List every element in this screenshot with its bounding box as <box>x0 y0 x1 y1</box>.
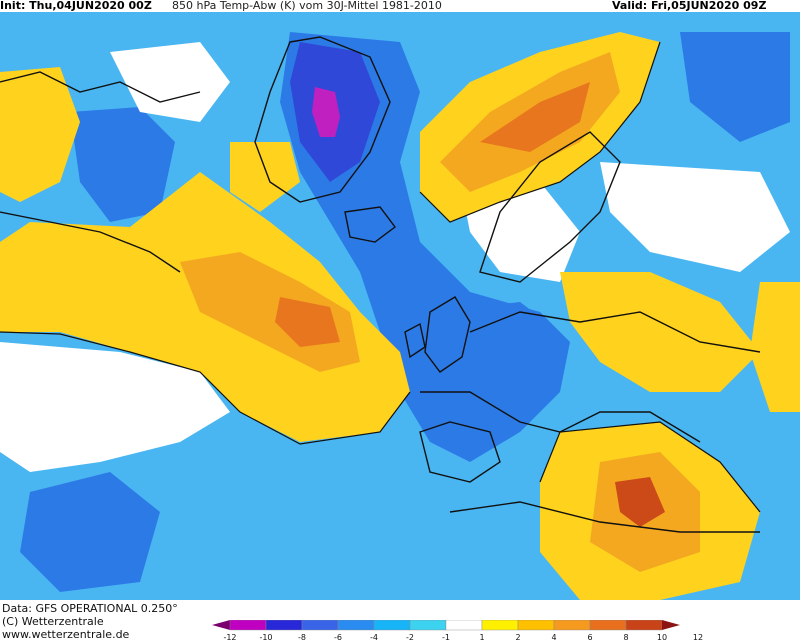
legend-tick-label: -10 <box>259 633 272 642</box>
copyright-label: (C) Wetterzentrale <box>2 615 104 628</box>
legend-tick-label: -12 <box>223 633 236 642</box>
zero-contour-line <box>539 421 761 513</box>
data-source-label: Data: GFS OPERATIONAL 0.250° <box>2 602 178 615</box>
legend-tick-label: 10 <box>657 633 667 642</box>
legend-tick-label: 1 <box>479 633 484 642</box>
legend-tick-label: -8 <box>298 633 306 642</box>
map-title: 850 hPa Temp-Abw (K) vom 30J-Mittel 1981… <box>172 0 442 12</box>
zero-contour-line <box>0 331 411 445</box>
hot-core-scandinavia <box>480 82 590 152</box>
valid-time-label: Valid: Fri,05JUN2020 09Z <box>612 0 767 12</box>
neutral-zone-atlantic <box>0 342 230 472</box>
legend-swatch <box>301 620 339 631</box>
neutral-zone-northsea <box>460 182 580 282</box>
legend-swatch <box>337 620 375 631</box>
warm-anomaly-eastern-europe <box>560 272 760 392</box>
legend-swatch <box>373 620 411 631</box>
legend-tick-label: -2 <box>406 633 414 642</box>
legend-tick-label: 4 <box>551 633 556 642</box>
coastline-europe <box>420 311 761 443</box>
zero-contour-line <box>419 41 661 223</box>
neutral-zone-arctic <box>110 42 230 122</box>
legend-swatch <box>229 620 267 631</box>
legend-tick-label: 2 <box>515 633 520 642</box>
neutral-zone-russia <box>600 162 790 272</box>
legend-arrow-left <box>212 620 230 630</box>
website-link[interactable]: www.wetterzentrale.de <box>2 628 130 641</box>
header-bar: Init: Thu,04JUN2020 00Z 850 hPa Temp-Abw… <box>0 0 800 12</box>
cold-anomaly-east <box>680 32 790 142</box>
legend-tick-label: 6 <box>587 633 592 642</box>
init-time-label: Init: Thu,04JUN2020 00Z <box>0 0 152 12</box>
legend-swatch <box>553 620 591 631</box>
anomaly-map <box>0 12 800 600</box>
legend-tick-label: -4 <box>370 633 378 642</box>
coastline-north-america <box>0 71 201 273</box>
warm-anomaly-baltic-east <box>750 282 800 412</box>
coastline-iceland <box>344 206 396 243</box>
legend-tick-label: 8 <box>623 633 628 642</box>
legend-swatch <box>481 620 519 631</box>
legend-swatch <box>589 620 627 631</box>
legend-arrow-right <box>662 620 680 630</box>
warm-anomaly-labrador <box>0 67 80 202</box>
legend-tick-label: -6 <box>334 633 342 642</box>
color-legend: -12 -10 -8 -6 -4 -2 -1 1 2 4 6 8 10 12 <box>212 620 703 642</box>
coastline-iberia-africa <box>419 421 760 533</box>
coastline-scandinavia <box>479 131 621 283</box>
legend-swatch <box>265 620 303 631</box>
legend-swatch <box>409 620 447 631</box>
legend-swatch <box>625 620 663 631</box>
legend-swatch <box>445 620 483 631</box>
cold-anomaly-canada <box>70 107 175 222</box>
extreme-cold-core <box>312 87 340 137</box>
legend-tick-label: -1 <box>442 633 450 642</box>
legend-tick-label: 12 <box>693 633 703 642</box>
legend-swatch <box>517 620 555 631</box>
warm-anomaly-greenland-west <box>230 142 300 212</box>
cold-anomaly-southwest <box>20 472 160 592</box>
coastline-greenland <box>254 36 391 203</box>
hot-core-africa <box>615 477 665 527</box>
hot-core-atlantic <box>275 297 340 347</box>
coastline-british-isles <box>404 296 471 373</box>
